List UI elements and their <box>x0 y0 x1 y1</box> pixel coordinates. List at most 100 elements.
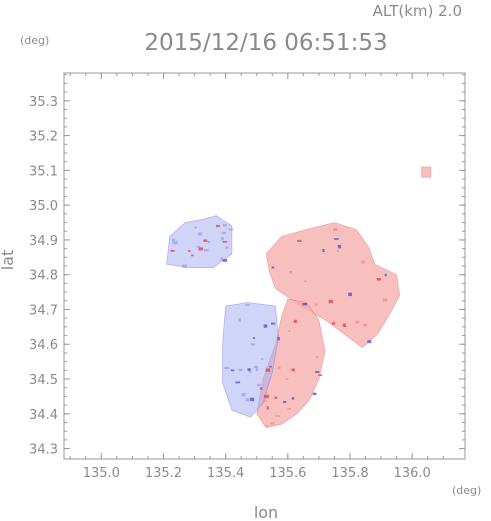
speckle <box>221 231 226 235</box>
x-tick-label: 136.0 <box>394 466 431 481</box>
region-west-negative-patch <box>166 215 233 269</box>
speckle <box>285 378 289 380</box>
speckle <box>220 257 224 261</box>
speckle <box>253 365 259 368</box>
speckle <box>384 273 387 277</box>
speckle <box>260 358 264 360</box>
x-tick-label: 135.8 <box>331 466 368 481</box>
speckle <box>337 244 342 249</box>
speckle <box>297 239 302 242</box>
speckle <box>331 322 336 325</box>
x-tick-label: 135.4 <box>207 466 244 481</box>
speckle <box>361 260 366 264</box>
speckle <box>275 415 280 417</box>
y-axis-label: lat <box>0 250 17 271</box>
speckle <box>171 238 175 242</box>
plot-area: 135.0 135.2 135.4 135.6 135.8 136.0 34.3 34.4 34… <box>29 72 466 481</box>
speckle <box>348 292 352 297</box>
speckle <box>293 319 297 323</box>
speckle <box>263 399 267 403</box>
speckle <box>222 224 228 227</box>
speckle <box>265 424 269 427</box>
x-tick-label: 135.0 <box>83 466 120 481</box>
speckle <box>194 226 197 229</box>
speckle <box>271 322 276 325</box>
y-tick-label: 34.4 <box>29 408 58 423</box>
speckle <box>250 343 256 346</box>
speckle <box>263 324 268 328</box>
speckle <box>382 298 388 302</box>
speckle <box>328 299 334 304</box>
speckle <box>170 249 175 252</box>
speckle <box>238 368 243 371</box>
y-tick-label: 34.8 <box>29 269 58 284</box>
speckle <box>198 247 204 251</box>
y-tick-label: 34.7 <box>29 303 58 318</box>
speckle <box>228 228 234 231</box>
speckle <box>222 241 228 243</box>
y-tick-label: 34.5 <box>29 373 58 388</box>
speckle <box>221 237 225 241</box>
speckle <box>222 259 228 262</box>
speckle <box>292 368 295 372</box>
y-tick-label: 35.1 <box>29 164 58 179</box>
speckle <box>314 303 318 307</box>
speckle <box>322 249 325 253</box>
y-tick-label: 35.0 <box>29 199 58 214</box>
speckle <box>287 408 292 410</box>
speckle <box>230 369 235 372</box>
speckle <box>270 422 275 425</box>
speckle <box>197 232 203 236</box>
x-tick-label: 135.6 <box>269 466 306 481</box>
y-tick-label: 34.9 <box>29 234 58 249</box>
alt-label: ALT(km) 2.0 <box>373 2 462 20</box>
region-south-negative-region <box>222 302 279 418</box>
speckle <box>271 266 275 269</box>
speckle <box>196 245 201 248</box>
speckle <box>290 368 295 372</box>
speckle <box>203 239 208 242</box>
y-unit-label: (deg) <box>20 34 49 47</box>
speckle <box>277 366 281 370</box>
speckle <box>204 248 209 252</box>
speckle <box>315 371 320 373</box>
speckle <box>355 320 360 324</box>
speckle <box>277 336 280 341</box>
speckle <box>247 368 251 371</box>
speckle <box>312 392 317 396</box>
speckle <box>376 278 382 281</box>
speckle <box>269 365 272 368</box>
speckle <box>224 366 230 370</box>
speckle <box>291 397 295 400</box>
speckle <box>274 396 278 399</box>
y-tick-label: 35.2 <box>29 130 58 145</box>
x-tick-label: 135.2 <box>145 466 182 481</box>
speckle <box>241 393 246 397</box>
speckle <box>259 387 263 390</box>
speckle <box>182 264 187 268</box>
y-tick-label: 34.6 <box>29 338 58 353</box>
speckle <box>304 280 307 283</box>
x-unit-label: (deg) <box>452 484 481 497</box>
speckle <box>235 381 241 384</box>
y-tick-label: 34.3 <box>29 443 58 458</box>
speckle <box>266 406 269 410</box>
speckle <box>249 397 255 402</box>
speckle <box>207 241 211 244</box>
speckle <box>264 394 269 399</box>
timestamp-title: 2015/12/16 06:51:53 <box>144 30 387 56</box>
speckle <box>238 318 241 322</box>
y-tick-label: 35.3 <box>29 95 58 110</box>
speckle <box>252 337 256 339</box>
speckle <box>334 238 339 240</box>
speckle <box>282 401 287 403</box>
speckle <box>333 227 338 231</box>
speckle <box>288 330 291 332</box>
speckle <box>188 250 191 252</box>
speckle <box>172 240 178 245</box>
region-east-positive-region <box>265 222 401 349</box>
speckle <box>318 374 323 376</box>
speckle <box>342 323 347 328</box>
speckle <box>191 254 194 257</box>
